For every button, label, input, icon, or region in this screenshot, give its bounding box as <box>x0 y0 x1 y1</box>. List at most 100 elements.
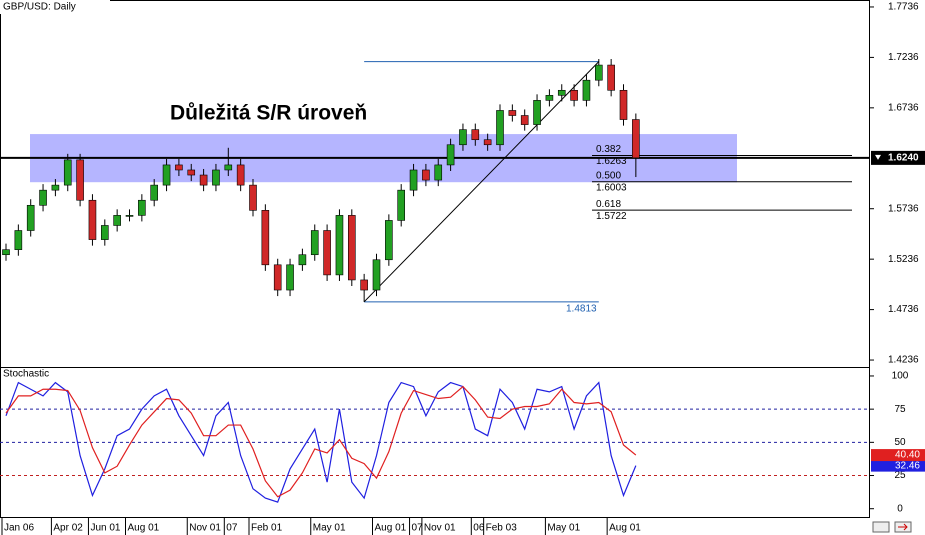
y-tick-label: 1.4736 <box>888 304 919 315</box>
candle-body <box>113 215 121 226</box>
candle-body <box>434 164 443 181</box>
candle-body <box>51 184 60 191</box>
y-tick-label: 25 <box>894 470 906 481</box>
x-tick-label: Feb 01 <box>251 523 283 534</box>
candle-body <box>409 169 418 191</box>
y-tick-label: 1.4236 <box>888 355 919 366</box>
candle-body <box>298 254 307 266</box>
candle-body <box>310 230 319 256</box>
x-tick-label: 07 <box>226 523 238 534</box>
candle-body <box>76 159 84 201</box>
x-tick-label: Jan 06 <box>4 523 34 534</box>
candle-body <box>14 230 23 250</box>
bottom-icons <box>872 521 912 533</box>
icon[interactable] <box>872 521 890 533</box>
x-tick-label: May 01 <box>313 523 346 534</box>
y-tick-label: 1.7736 <box>888 2 919 13</box>
candle-body <box>212 169 220 186</box>
candle-body <box>483 139 492 146</box>
plot-frame <box>0 0 870 518</box>
candle-body <box>471 129 480 141</box>
candle-body <box>175 164 183 171</box>
candle-body <box>422 169 430 181</box>
candle-body <box>619 89 628 120</box>
x-tick-label: 06 <box>473 523 485 534</box>
value-tag-label: 40.40 <box>895 450 920 461</box>
x-tick-label: Aug 01 <box>375 523 407 534</box>
candle-body <box>570 89 578 101</box>
candle-body <box>533 100 541 125</box>
panel-title: Stochastic <box>3 369 49 380</box>
candle-body <box>125 215 134 217</box>
candle-body <box>397 189 406 221</box>
fib-trend <box>363 61 600 303</box>
x-tick-label: Jun 01 <box>90 523 120 534</box>
title-box <box>0 0 110 14</box>
candle-body <box>347 215 356 281</box>
y-tick-label: 1.7236 <box>888 52 919 63</box>
y-tick-label: 50 <box>894 437 906 448</box>
candle-body <box>372 259 381 291</box>
candle-body <box>459 129 467 146</box>
candle-body <box>261 210 270 266</box>
candle-body <box>2 249 10 256</box>
x-tick-label: Aug 01 <box>609 523 641 534</box>
candle-body <box>545 95 554 101</box>
candle-body <box>273 264 282 291</box>
current-price-arrow <box>875 154 881 160</box>
candle-body <box>607 64 615 91</box>
candle-body <box>360 279 368 291</box>
candle-body <box>138 199 146 216</box>
fib-ratio: 0.382 <box>596 144 621 155</box>
y-tick-label: 1.5736 <box>888 203 919 214</box>
candle-body <box>582 79 591 101</box>
x-tick-label: Feb 03 <box>486 523 518 534</box>
y-tick-label: 0 <box>897 503 903 514</box>
fib-price: 1.6003 <box>596 182 627 193</box>
candle-body <box>224 164 233 171</box>
y-tick-label: 1.5236 <box>888 254 919 265</box>
x-tick-label: Apr 02 <box>53 523 83 534</box>
y-tick-label: 1.6736 <box>888 102 919 113</box>
candle-body <box>557 89 566 96</box>
current-price-label: 1.6240 <box>888 153 919 164</box>
candle-body <box>26 204 35 231</box>
chart-title: GBP/USD: Daily <box>3 2 76 13</box>
y-tick-label: 75 <box>894 404 906 415</box>
candle-body <box>508 110 517 116</box>
candle-body <box>101 225 109 240</box>
fib-ratio: 0.618 <box>596 199 621 210</box>
current-price-box <box>871 150 925 165</box>
candle-body <box>323 230 331 276</box>
candle-body <box>520 115 529 125</box>
stoch-line <box>5 381 637 503</box>
candle-body <box>236 164 245 186</box>
candle-body <box>286 264 294 291</box>
candle-body <box>335 215 344 276</box>
candle-body <box>63 159 72 186</box>
candle-body <box>446 144 455 166</box>
candle-body <box>150 184 158 201</box>
x-tick-label: 07 <box>412 523 424 534</box>
fib-price: 1.6263 <box>596 156 627 167</box>
fib-ratio: 0.500 <box>596 170 621 181</box>
x-tick-label: May 01 <box>547 523 580 534</box>
candle-body <box>632 119 640 159</box>
candle-body <box>39 189 47 206</box>
fib-low-label: 1.4813 <box>566 303 597 314</box>
y-tick-label: 100 <box>892 371 909 382</box>
icon-arrow <box>898 523 908 531</box>
candle-body <box>187 169 196 176</box>
stoch-line <box>5 385 637 498</box>
value-tag <box>871 449 925 462</box>
x-tick-label: Aug 01 <box>128 523 160 534</box>
candle-body <box>199 174 208 186</box>
fib-price: 1.5722 <box>596 211 627 222</box>
value-tag <box>871 459 925 472</box>
candle-body <box>249 184 257 211</box>
annotation: Důležitá S/R úroveň <box>170 102 367 125</box>
candle-body <box>162 164 171 186</box>
value-tag-label: 32.46 <box>895 460 920 471</box>
